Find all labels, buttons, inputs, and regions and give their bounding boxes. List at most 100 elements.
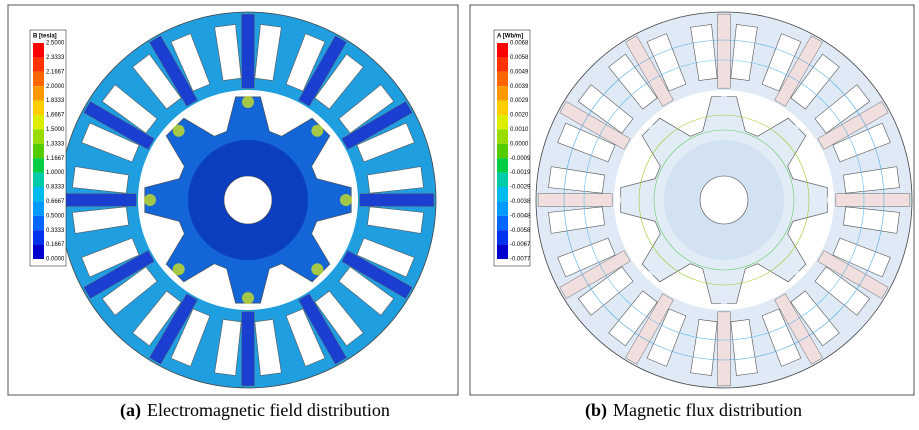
- colorbar-label: 0.0068: [510, 41, 529, 47]
- colorbar-swatch: [33, 201, 44, 215]
- colorbar-swatch: [497, 129, 508, 143]
- colorbar-label: 0.0039: [510, 84, 529, 90]
- colorbar-swatch: [33, 245, 44, 259]
- shaft: [224, 176, 272, 224]
- tooth-tip: [311, 263, 323, 275]
- colorbar-label: 0.0058: [510, 55, 529, 61]
- colorbar-label: 0.1667: [46, 242, 65, 248]
- colorbar-label: -0.0058: [510, 228, 531, 234]
- colorbar-swatch: [497, 115, 508, 129]
- colorbar-label: -0.0019: [510, 170, 531, 176]
- shaft: [700, 176, 748, 224]
- tooth-tip: [311, 125, 323, 137]
- colorbar-swatch: [497, 72, 508, 86]
- colorbar-swatch: [497, 201, 508, 215]
- caption-text: Electromagnetic field distribution: [147, 400, 390, 420]
- colorbar-label: 1.1667: [46, 156, 65, 162]
- colorbar-label: 1.5000: [46, 127, 65, 133]
- colorbar-swatch: [497, 230, 508, 244]
- colorbar-label: 0.0020: [510, 113, 529, 119]
- colorbar-label: -0.0077: [510, 257, 531, 263]
- tooth-tip: [340, 194, 352, 206]
- colorbar-label: -0.0009: [510, 156, 531, 162]
- colorbar-swatch: [497, 86, 508, 100]
- colorbar-label: -0.0048: [510, 213, 531, 219]
- caption-label: (b): [585, 400, 607, 421]
- tooth-tip: [649, 125, 661, 137]
- colorbar-swatch: [497, 158, 508, 172]
- tooth-tip: [787, 263, 799, 275]
- colorbar-label: 0.0000: [510, 141, 529, 147]
- colorbar-label: 2.5000: [46, 41, 65, 47]
- colorbar-label: 0.3333: [46, 228, 65, 234]
- colorbar-label: 0.0000: [46, 257, 65, 263]
- figure: B [tesla]2.5000 2.3333 2.1667 2.0000 1.8333 1…: [0, 0, 919, 425]
- colorbar-swatch: [497, 57, 508, 71]
- magnet: [360, 193, 434, 206]
- tooth-tip: [242, 292, 254, 304]
- caption-text: Magnetic flux distribution: [613, 400, 802, 420]
- colorbar-label: 0.8333: [46, 185, 65, 191]
- magnet: [62, 193, 136, 206]
- magnet: [241, 312, 254, 386]
- caption: (b) Magnetic flux distribution: [585, 400, 802, 421]
- page: B [tesla]2.5000 2.3333 2.1667 2.0000 1.8333 1…: [0, 0, 919, 425]
- colorbar-title: A [Wb/m]: [497, 34, 523, 40]
- colorbar-swatch: [497, 173, 508, 187]
- magnet: [241, 14, 254, 88]
- colorbar-swatch: [497, 245, 508, 259]
- colorbar-label: -0.0067: [510, 242, 531, 248]
- magnet: [717, 14, 730, 88]
- colorbar-swatch: [33, 187, 44, 201]
- tooth-tip: [620, 194, 632, 206]
- colorbar-swatch: [33, 129, 44, 143]
- colorbar-label: 1.8333: [46, 98, 65, 104]
- tooth-tip: [173, 263, 185, 275]
- colorbar: B [tesla]2.5000 2.3333 2.1667 2.0000 1.8333 1…: [30, 30, 66, 266]
- colorbar-swatch: [497, 187, 508, 201]
- magnet: [538, 193, 612, 206]
- colorbar-label: 0.0049: [510, 69, 529, 75]
- colorbar-label: 1.0000: [46, 170, 65, 176]
- colorbar-swatch: [33, 86, 44, 100]
- motor-plot: [536, 12, 912, 388]
- colorbar-swatch: [497, 43, 508, 57]
- colorbar-label: 2.1667: [46, 69, 65, 75]
- motor-plot: [60, 12, 436, 388]
- colorbar-label: 0.6667: [46, 199, 65, 205]
- colorbar-label: -0.0029: [510, 185, 531, 191]
- tooth-tip: [718, 96, 730, 108]
- colorbar-label: 0.0029: [510, 98, 529, 104]
- tooth-tip: [242, 96, 254, 108]
- colorbar-swatch: [497, 144, 508, 158]
- colorbar-label: 2.3333: [46, 55, 65, 61]
- colorbar-swatch: [33, 101, 44, 115]
- colorbar-swatch: [497, 216, 508, 230]
- tooth-tip: [718, 292, 730, 304]
- colorbar: A [Wb/m]0.0068 0.0058 0.0049 0.0039 0.0029 0.…: [494, 30, 531, 266]
- colorbar-swatch: [33, 230, 44, 244]
- colorbar-label: 2.0000: [46, 84, 65, 90]
- colorbar-swatch: [33, 57, 44, 71]
- colorbar-swatch: [33, 115, 44, 129]
- colorbar-label: 0.5000: [46, 213, 65, 219]
- caption-label: (a): [120, 400, 141, 421]
- magnet: [836, 193, 910, 206]
- colorbar-label: 1.6667: [46, 113, 65, 119]
- colorbar-swatch: [33, 158, 44, 172]
- caption: (a) Electromagnetic field distribution: [120, 400, 390, 421]
- colorbar-swatch: [33, 43, 44, 57]
- colorbar-label: -0.0038: [510, 199, 531, 205]
- tooth-tip: [144, 194, 156, 206]
- tooth-tip: [173, 125, 185, 137]
- colorbar-label: 0.0010: [510, 127, 529, 133]
- magnet: [717, 312, 730, 386]
- colorbar-swatch: [33, 173, 44, 187]
- colorbar-label: 1.3333: [46, 141, 65, 147]
- tooth-tip: [649, 263, 661, 275]
- colorbar-swatch: [497, 101, 508, 115]
- colorbar-swatch: [33, 144, 44, 158]
- tooth-tip: [787, 125, 799, 137]
- colorbar-swatch: [33, 72, 44, 86]
- colorbar-title: B [tesla]: [33, 34, 57, 40]
